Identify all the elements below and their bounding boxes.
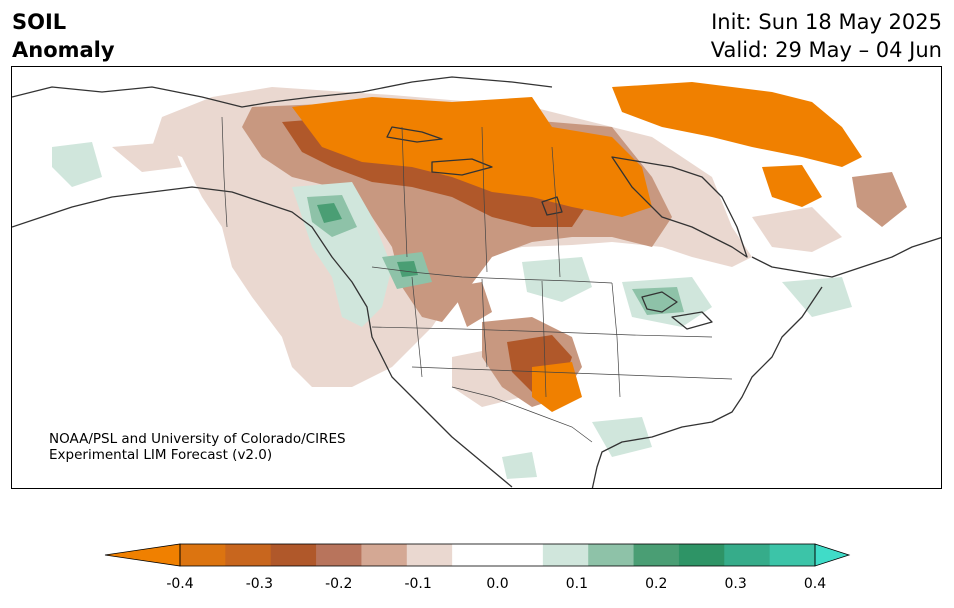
alaska-wet-patch: [52, 142, 102, 187]
alaska-dry-patch: [112, 142, 182, 172]
arctic-coast: [12, 76, 553, 108]
title-line-1: SOIL: [12, 10, 67, 34]
colorbar-segment: [678, 544, 725, 566]
anomaly-map: [12, 76, 941, 488]
map-panel: [11, 66, 942, 489]
alaska-border: [221, 116, 228, 228]
labrador-dry-core: [852, 172, 907, 227]
colorbar-segment: [633, 544, 680, 566]
state-line-6: [611, 282, 621, 398]
dakotas-wet: [522, 257, 592, 302]
colorbar-tick-label: -0.3: [245, 576, 274, 592]
colorbar-segment: [361, 544, 408, 566]
colorbar-segment: [769, 544, 816, 566]
colorbar: [104, 543, 851, 567]
extreme-dry-shading: [292, 82, 862, 412]
arctic-island-2: [431, 158, 493, 176]
quebec-extreme-dry: [762, 165, 822, 207]
hudson-bay-coast: [611, 156, 748, 258]
state-line-2: [481, 278, 488, 368]
colorbar-segment: [406, 544, 453, 566]
colorbar-segment: [180, 544, 226, 566]
colorbar-outline: [179, 543, 816, 567]
province-line-3: [551, 146, 561, 278]
hudson-extreme-dry: [292, 97, 652, 217]
colorbar-segment: [452, 544, 498, 566]
province-line-1: [401, 126, 408, 258]
valid-range: Valid: 29 May – 04 Jun: [710, 38, 942, 62]
coastlines: [12, 76, 941, 488]
atlantic-gulf-coast: [591, 286, 823, 488]
colorbar-segment: [724, 544, 771, 566]
vancouver-strong-wet: [317, 203, 342, 223]
montana-strong-wet: [397, 261, 418, 277]
oklahoma-extreme-dry: [532, 362, 582, 412]
credit-text: NOAA/PSL and University of Colorado/CIRE…: [49, 431, 346, 463]
mexico-wet: [502, 452, 537, 479]
colorbar-segments: [180, 544, 816, 566]
province-line-2: [481, 126, 488, 273]
strong-wet-shading: [317, 203, 418, 277]
gulf-wet: [592, 417, 652, 457]
state-line-1: [411, 276, 423, 378]
lake-michigan: [641, 291, 678, 313]
arctic-extreme-dry: [612, 82, 862, 167]
colorbar-extend-right: [814, 543, 851, 567]
rockies-dry-core: [452, 282, 492, 327]
us-canada-border: [371, 266, 613, 284]
state-line-3: [541, 280, 547, 398]
colorbar-tick-label: -0.4: [166, 576, 194, 592]
arctic-island-1: [386, 126, 443, 143]
wisconsin-wet: [632, 287, 684, 315]
atlantic-canada-dry: [752, 207, 842, 252]
forecast-dates: Init: Sun 18 May 2025 Valid: 29 May – 04…: [711, 8, 942, 64]
title-line-2: Anomaly: [12, 38, 115, 62]
colorbar-tick-label: 0.3: [724, 576, 747, 592]
colorbar-tick-label: -0.1: [404, 576, 432, 592]
labrador-coast: [751, 236, 941, 278]
init-date: Init: Sun 18 May 2025: [711, 10, 942, 34]
colorbar-tick-label: -0.2: [325, 576, 353, 592]
political-borders: [221, 116, 733, 443]
state-line-5: [411, 366, 733, 380]
colorbar-segment: [270, 544, 317, 566]
colorbar-segment: [316, 544, 362, 566]
pacific-coast: [12, 186, 513, 488]
credit-line-2: Experimental LIM Forecast (v2.0): [49, 447, 273, 463]
credit-line-1: NOAA/PSL and University of Colorado/CIRE…: [49, 431, 346, 447]
us-mexico-border: [451, 386, 593, 443]
arctic-island-3: [541, 196, 563, 216]
colorbar-tick-label: 0.1: [565, 576, 588, 592]
colorbar-tick-label: 0.0: [486, 576, 509, 592]
colorbar-segment: [542, 544, 589, 566]
map-title: SOIL Anomaly: [12, 8, 115, 64]
colorbar-segment: [497, 544, 544, 566]
lake-erie: [671, 311, 713, 330]
colorbar-tick-label: 0.2: [645, 576, 668, 592]
colorbar-extend-left: [104, 543, 181, 567]
colorbar-segment: [588, 544, 635, 566]
colorbar-tick-label: 0.4: [803, 576, 827, 592]
state-line-4: [371, 326, 713, 338]
colorbar-segment: [225, 544, 272, 566]
new-england-wet: [782, 277, 852, 317]
